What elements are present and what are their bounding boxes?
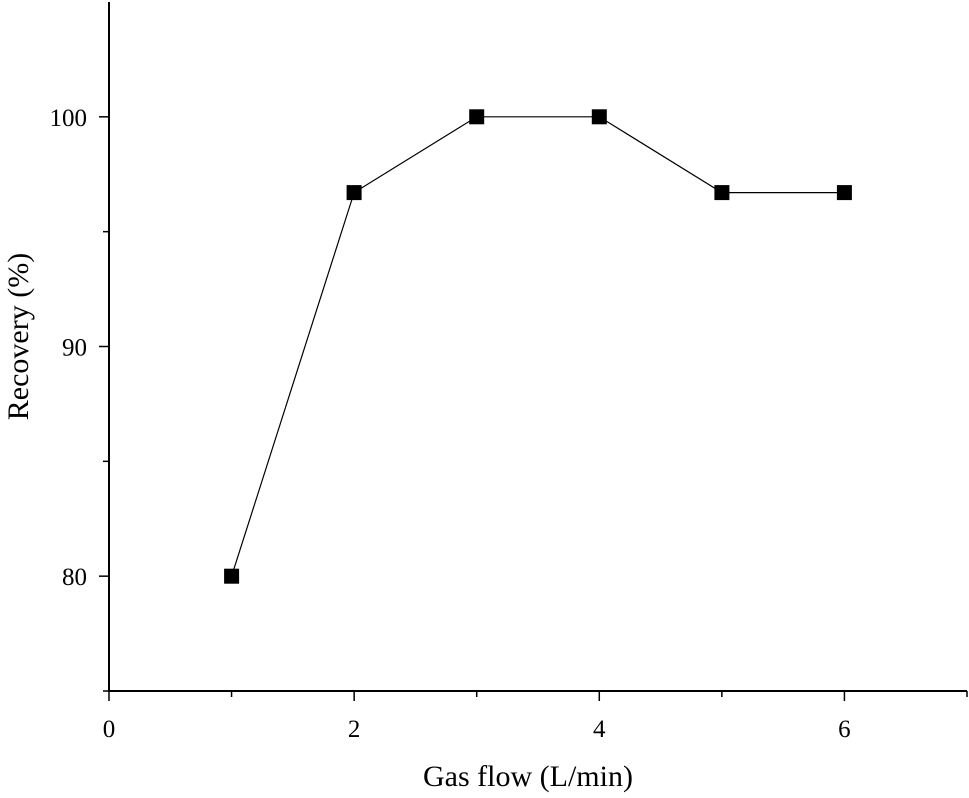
y-tick-label: 100 (50, 105, 88, 132)
x-tick-label: 4 (593, 716, 606, 743)
x-axis-title: Gas flow (L/min) (423, 760, 633, 793)
y-tick-label: 90 (62, 335, 87, 362)
ticks: 0 2 4 6 80 90 100 (50, 105, 968, 743)
data-point (714, 185, 730, 201)
axes (108, 2, 967, 692)
y-tick-label: 80 (62, 564, 87, 591)
data-point (836, 185, 852, 201)
x-tick-label: 6 (838, 716, 851, 743)
data-point (346, 185, 362, 201)
y-axis-title: Recovery (%) (2, 253, 35, 420)
series-line (231, 116, 845, 577)
x-tick-label: 0 (103, 716, 116, 743)
series (224, 109, 852, 584)
data-point (469, 109, 485, 125)
x-tick-label: 2 (348, 716, 361, 743)
data-point (591, 109, 607, 125)
data-point (224, 568, 240, 584)
